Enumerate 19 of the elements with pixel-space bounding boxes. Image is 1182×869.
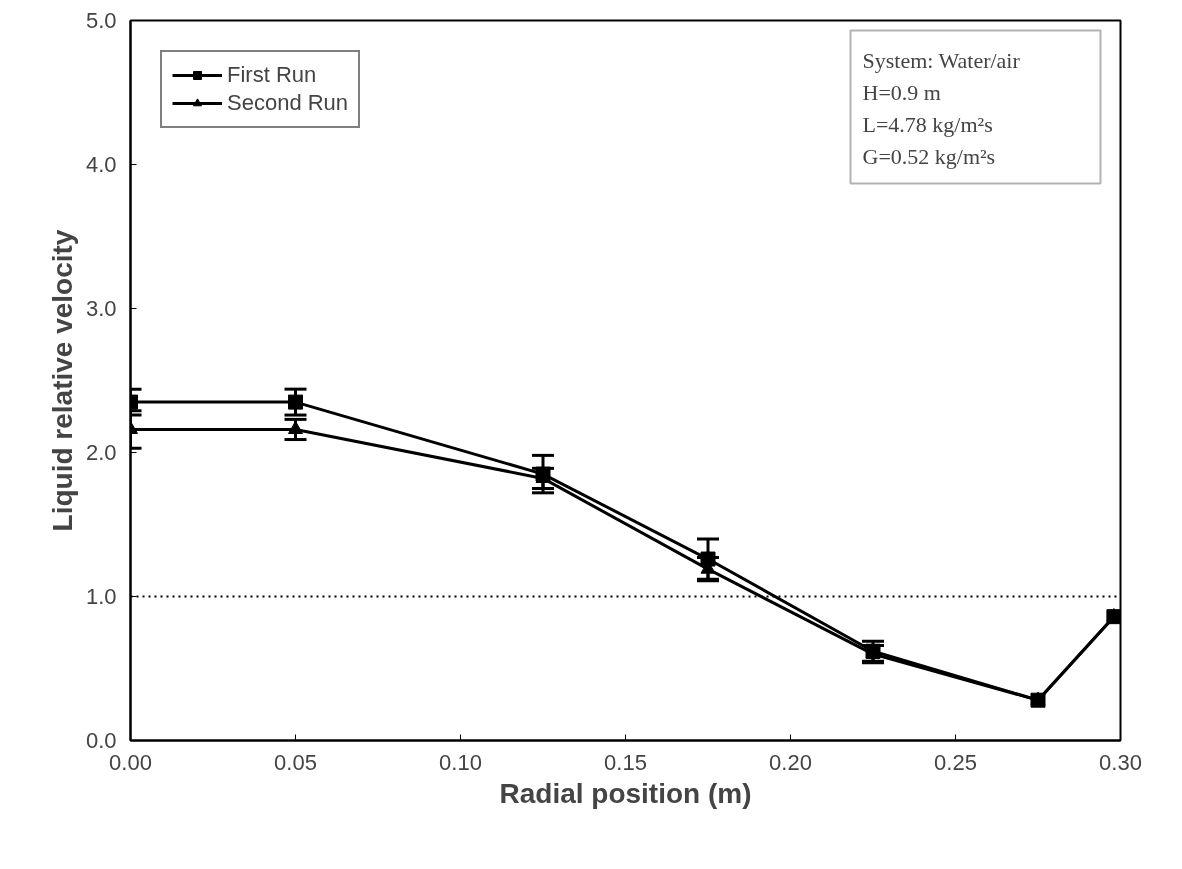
annotation: System: Water/air: [862, 47, 1021, 73]
x-tick-label: 0.10: [439, 749, 482, 775]
legend-label: Second Run: [227, 90, 349, 116]
y-tick-label: 2.0: [85, 440, 117, 465]
y-tick-label: 3.0: [85, 296, 117, 321]
x-tick-label: 0.15: [604, 749, 647, 775]
y-tick-label: 5.0: [85, 8, 117, 33]
y-tick-label: 1.0: [85, 584, 117, 609]
x-tick-label: 0.25: [934, 749, 977, 775]
annotation: H=0.9 m: [862, 79, 941, 105]
x-axis-title: Radial position (m): [499, 777, 752, 809]
x-tick-label: 0.20: [769, 749, 812, 775]
y-tick-label: 4.0: [85, 152, 117, 177]
x-tick-label: 0.05: [274, 749, 317, 775]
annotation: G=0.52 kg/m²s: [862, 143, 996, 169]
x-tick-label: 0.30: [1099, 749, 1142, 775]
legend-label: First Run: [227, 62, 317, 88]
y-axis-title: Liquid relative velocity: [46, 229, 78, 532]
annotation: L=4.78 kg/m²s: [862, 111, 993, 137]
